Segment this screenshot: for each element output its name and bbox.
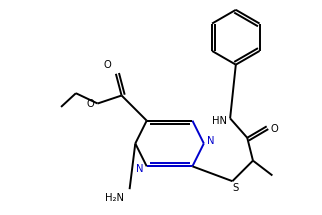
Text: S: S xyxy=(233,183,239,194)
Text: N: N xyxy=(207,136,215,146)
Text: O: O xyxy=(104,60,111,70)
Text: N: N xyxy=(136,164,143,174)
Text: H₂N: H₂N xyxy=(105,193,124,203)
Text: O: O xyxy=(270,124,278,134)
Text: O: O xyxy=(86,98,94,109)
Text: HN: HN xyxy=(212,116,227,126)
